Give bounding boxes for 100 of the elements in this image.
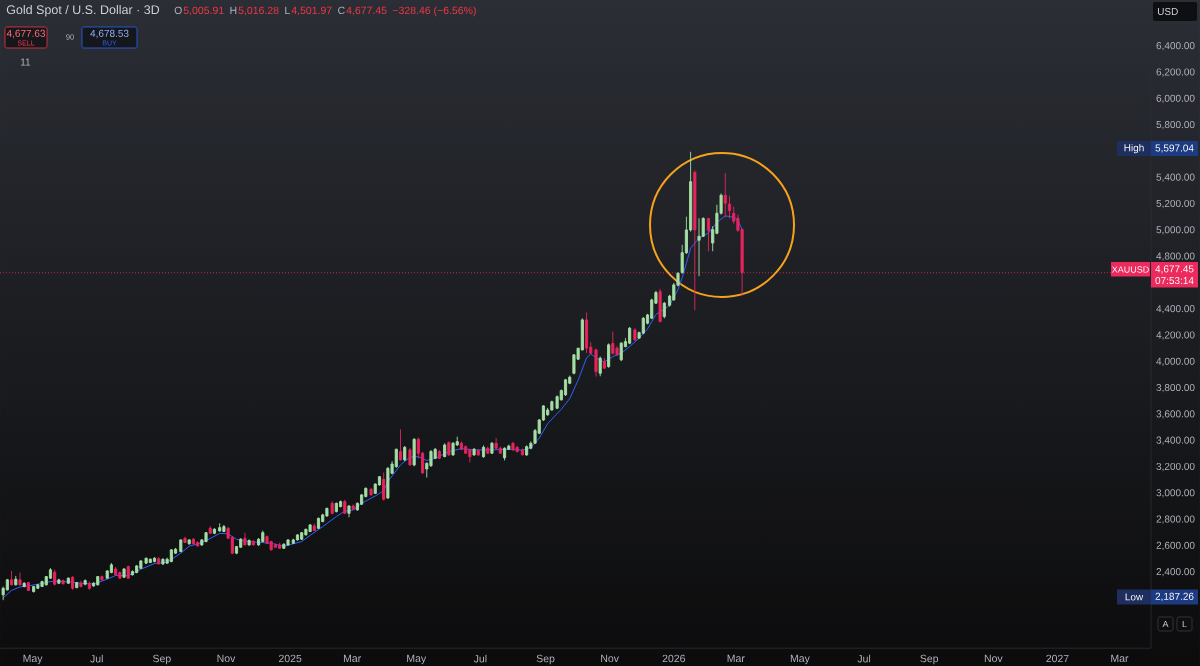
candlestick [476, 448, 480, 457]
candlestick [451, 441, 455, 457]
y-tick-label: 3,800.00 [1156, 384, 1195, 393]
candlestick [286, 538, 290, 547]
text: 07:53:14 [1155, 276, 1194, 285]
candlestick [515, 445, 519, 454]
text: 2,187.26 [1155, 592, 1194, 602]
candlestick [75, 581, 79, 589]
annotation: 4,677.63 [6, 29, 46, 39]
candlestick [351, 504, 355, 511]
candlestick [697, 217, 701, 277]
candlestick [602, 357, 606, 370]
candlestick [114, 566, 118, 576]
annotation: High [1124, 143, 1144, 154]
text: L [1182, 620, 1187, 628]
annotation: Low [1125, 593, 1144, 601]
x-tick-label: May [23, 654, 43, 665]
candlestick [459, 440, 464, 451]
candlestick [135, 564, 139, 574]
x-tick-label: May [790, 654, 810, 665]
candlestick [161, 557, 165, 566]
candlestick [325, 507, 329, 518]
candlestick [100, 575, 104, 582]
candlestick [437, 449, 441, 460]
candlestick [633, 327, 637, 342]
candlestick [723, 172, 727, 218]
text: 5,597.04 [1155, 144, 1194, 153]
candlestick [468, 448, 472, 463]
candlestick [278, 542, 282, 550]
candlestick [300, 531, 304, 541]
candlestick [79, 580, 83, 588]
annotation: O [174, 6, 182, 15]
y-tick-label: 4,200.00 [1156, 331, 1195, 340]
candlestick [126, 565, 130, 579]
text: A [1162, 620, 1169, 628]
candlestick [70, 575, 75, 591]
y-tick-label: 4,400.00 [1156, 305, 1195, 314]
candlestick [273, 542, 277, 549]
x-tick-label: Jul [857, 654, 871, 663]
x-tick-label: Mar [1111, 654, 1129, 663]
candlestick [118, 571, 122, 579]
y-tick-label: 4,000.00 [1156, 357, 1195, 366]
candlestick [130, 569, 135, 576]
candlestick [18, 572, 22, 586]
candlestick [57, 578, 61, 585]
candlestick [343, 499, 347, 515]
candlestick [382, 472, 386, 502]
candlestick [490, 441, 494, 455]
candlestick [187, 538, 191, 546]
annotation: 4,501.97 [291, 6, 332, 16]
candlestick [511, 441, 515, 452]
candlestick [148, 557, 152, 564]
candlestick [212, 527, 216, 535]
annotation: 4,678.53 [90, 29, 129, 39]
candlestick [304, 528, 308, 536]
candlestick [22, 581, 26, 588]
x-tick-label: 2026 [662, 654, 685, 663]
candlestick [183, 536, 187, 544]
candlestick [486, 446, 490, 455]
candlestick [520, 448, 524, 456]
y-tick-label: 4,800.00 [1156, 252, 1195, 261]
x-tick-label: Nov [984, 654, 1003, 663]
candlestick [312, 523, 316, 532]
x-tick-label: Sep [153, 654, 171, 665]
candlestick [706, 217, 711, 252]
y-tick-label: 2,600.00 [1156, 541, 1195, 551]
candlestick [330, 500, 334, 515]
candlestick [251, 539, 255, 546]
candlestick [204, 531, 208, 543]
y-tick-label: 6,000.00 [1156, 94, 1195, 103]
text: USD [1157, 7, 1178, 16]
candlestick [66, 577, 70, 585]
candlestick [83, 579, 87, 586]
annotation: 5,016.28 [238, 6, 279, 16]
x-tick-label: 2025 [278, 654, 302, 663]
y-tick-label: 5,800.00 [1156, 121, 1195, 130]
candlestick [584, 312, 589, 354]
x-tick-label: Jul [473, 654, 487, 663]
y-tick-label: 3,200.00 [1156, 462, 1195, 472]
candlestick [619, 341, 623, 362]
chart-title: Gold Spot / U.S. Dollar · 3D [6, 4, 160, 17]
x-tick-label: Mar [727, 654, 745, 663]
candlestick [14, 575, 18, 586]
candlestick [295, 533, 300, 542]
line-series [2, 215, 743, 599]
y-tick-label: 5,000.00 [1156, 226, 1195, 235]
candlestick [282, 542, 286, 550]
candlestick [247, 538, 251, 547]
candlestick [61, 579, 65, 585]
y-tick-label: 6,400.00 [1156, 42, 1195, 51]
y-tick-label: 3,400.00 [1156, 436, 1195, 445]
candlestick [179, 538, 183, 553]
annotation: XAUUSD [1111, 266, 1149, 273]
candlestick [412, 437, 416, 467]
x-tick-label: Nov [601, 654, 619, 663]
candlestick [472, 447, 476, 457]
annotation: H [230, 6, 237, 14]
annotation: L [285, 6, 290, 14]
y-tick-label: 2,800.00 [1156, 515, 1195, 524]
y-tick-label: 6,200.00 [1156, 68, 1195, 77]
